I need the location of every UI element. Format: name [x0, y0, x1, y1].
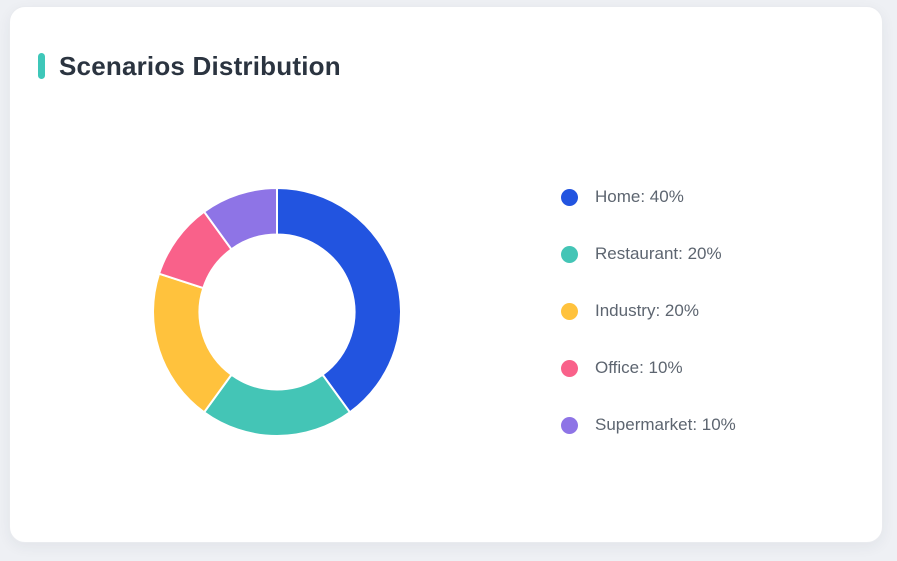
- scenarios-distribution-card: Scenarios Distribution Home: 40% Restaura…: [9, 6, 883, 543]
- legend-label: Industry: 20%: [595, 301, 699, 320]
- legend-label: Home: 40%: [595, 187, 684, 206]
- legend-dot: [561, 302, 578, 320]
- legend-dot: [561, 188, 578, 206]
- legend-label: Office: 10%: [595, 358, 683, 377]
- legend-label: Restaurant: 20%: [595, 244, 722, 263]
- donut-chart: [152, 187, 402, 437]
- legend-item-home[interactable]: Home: 40%: [561, 187, 736, 207]
- page-title: Scenarios Distribution: [59, 51, 341, 81]
- legend-dot: [561, 245, 578, 263]
- legend-item-office[interactable]: Office: 10%: [561, 358, 736, 378]
- chart-area: Home: 40% Restaurant: 20% Industry: 20% Off…: [10, 187, 882, 472]
- title-accent-bar: [38, 53, 45, 79]
- legend-item-restaurant[interactable]: Restaurant: 20%: [561, 244, 736, 264]
- donut-chart-container: [152, 187, 402, 437]
- donut-segment-industry[interactable]: [152, 272, 233, 414]
- donut-segment-home[interactable]: [276, 187, 402, 414]
- legend-dot: [561, 359, 578, 377]
- card-header: Scenarios Distribution: [10, 7, 882, 83]
- legend-item-supermarket[interactable]: Supermarket: 10%: [561, 415, 736, 435]
- legend-dot: [561, 416, 578, 434]
- donut-segment-supermarket[interactable]: [203, 187, 278, 251]
- legend-label: Supermarket: 10%: [595, 415, 736, 434]
- legend-item-industry[interactable]: Industry: 20%: [561, 301, 736, 321]
- chart-legend: Home: 40% Restaurant: 20% Industry: 20% Off…: [561, 187, 736, 472]
